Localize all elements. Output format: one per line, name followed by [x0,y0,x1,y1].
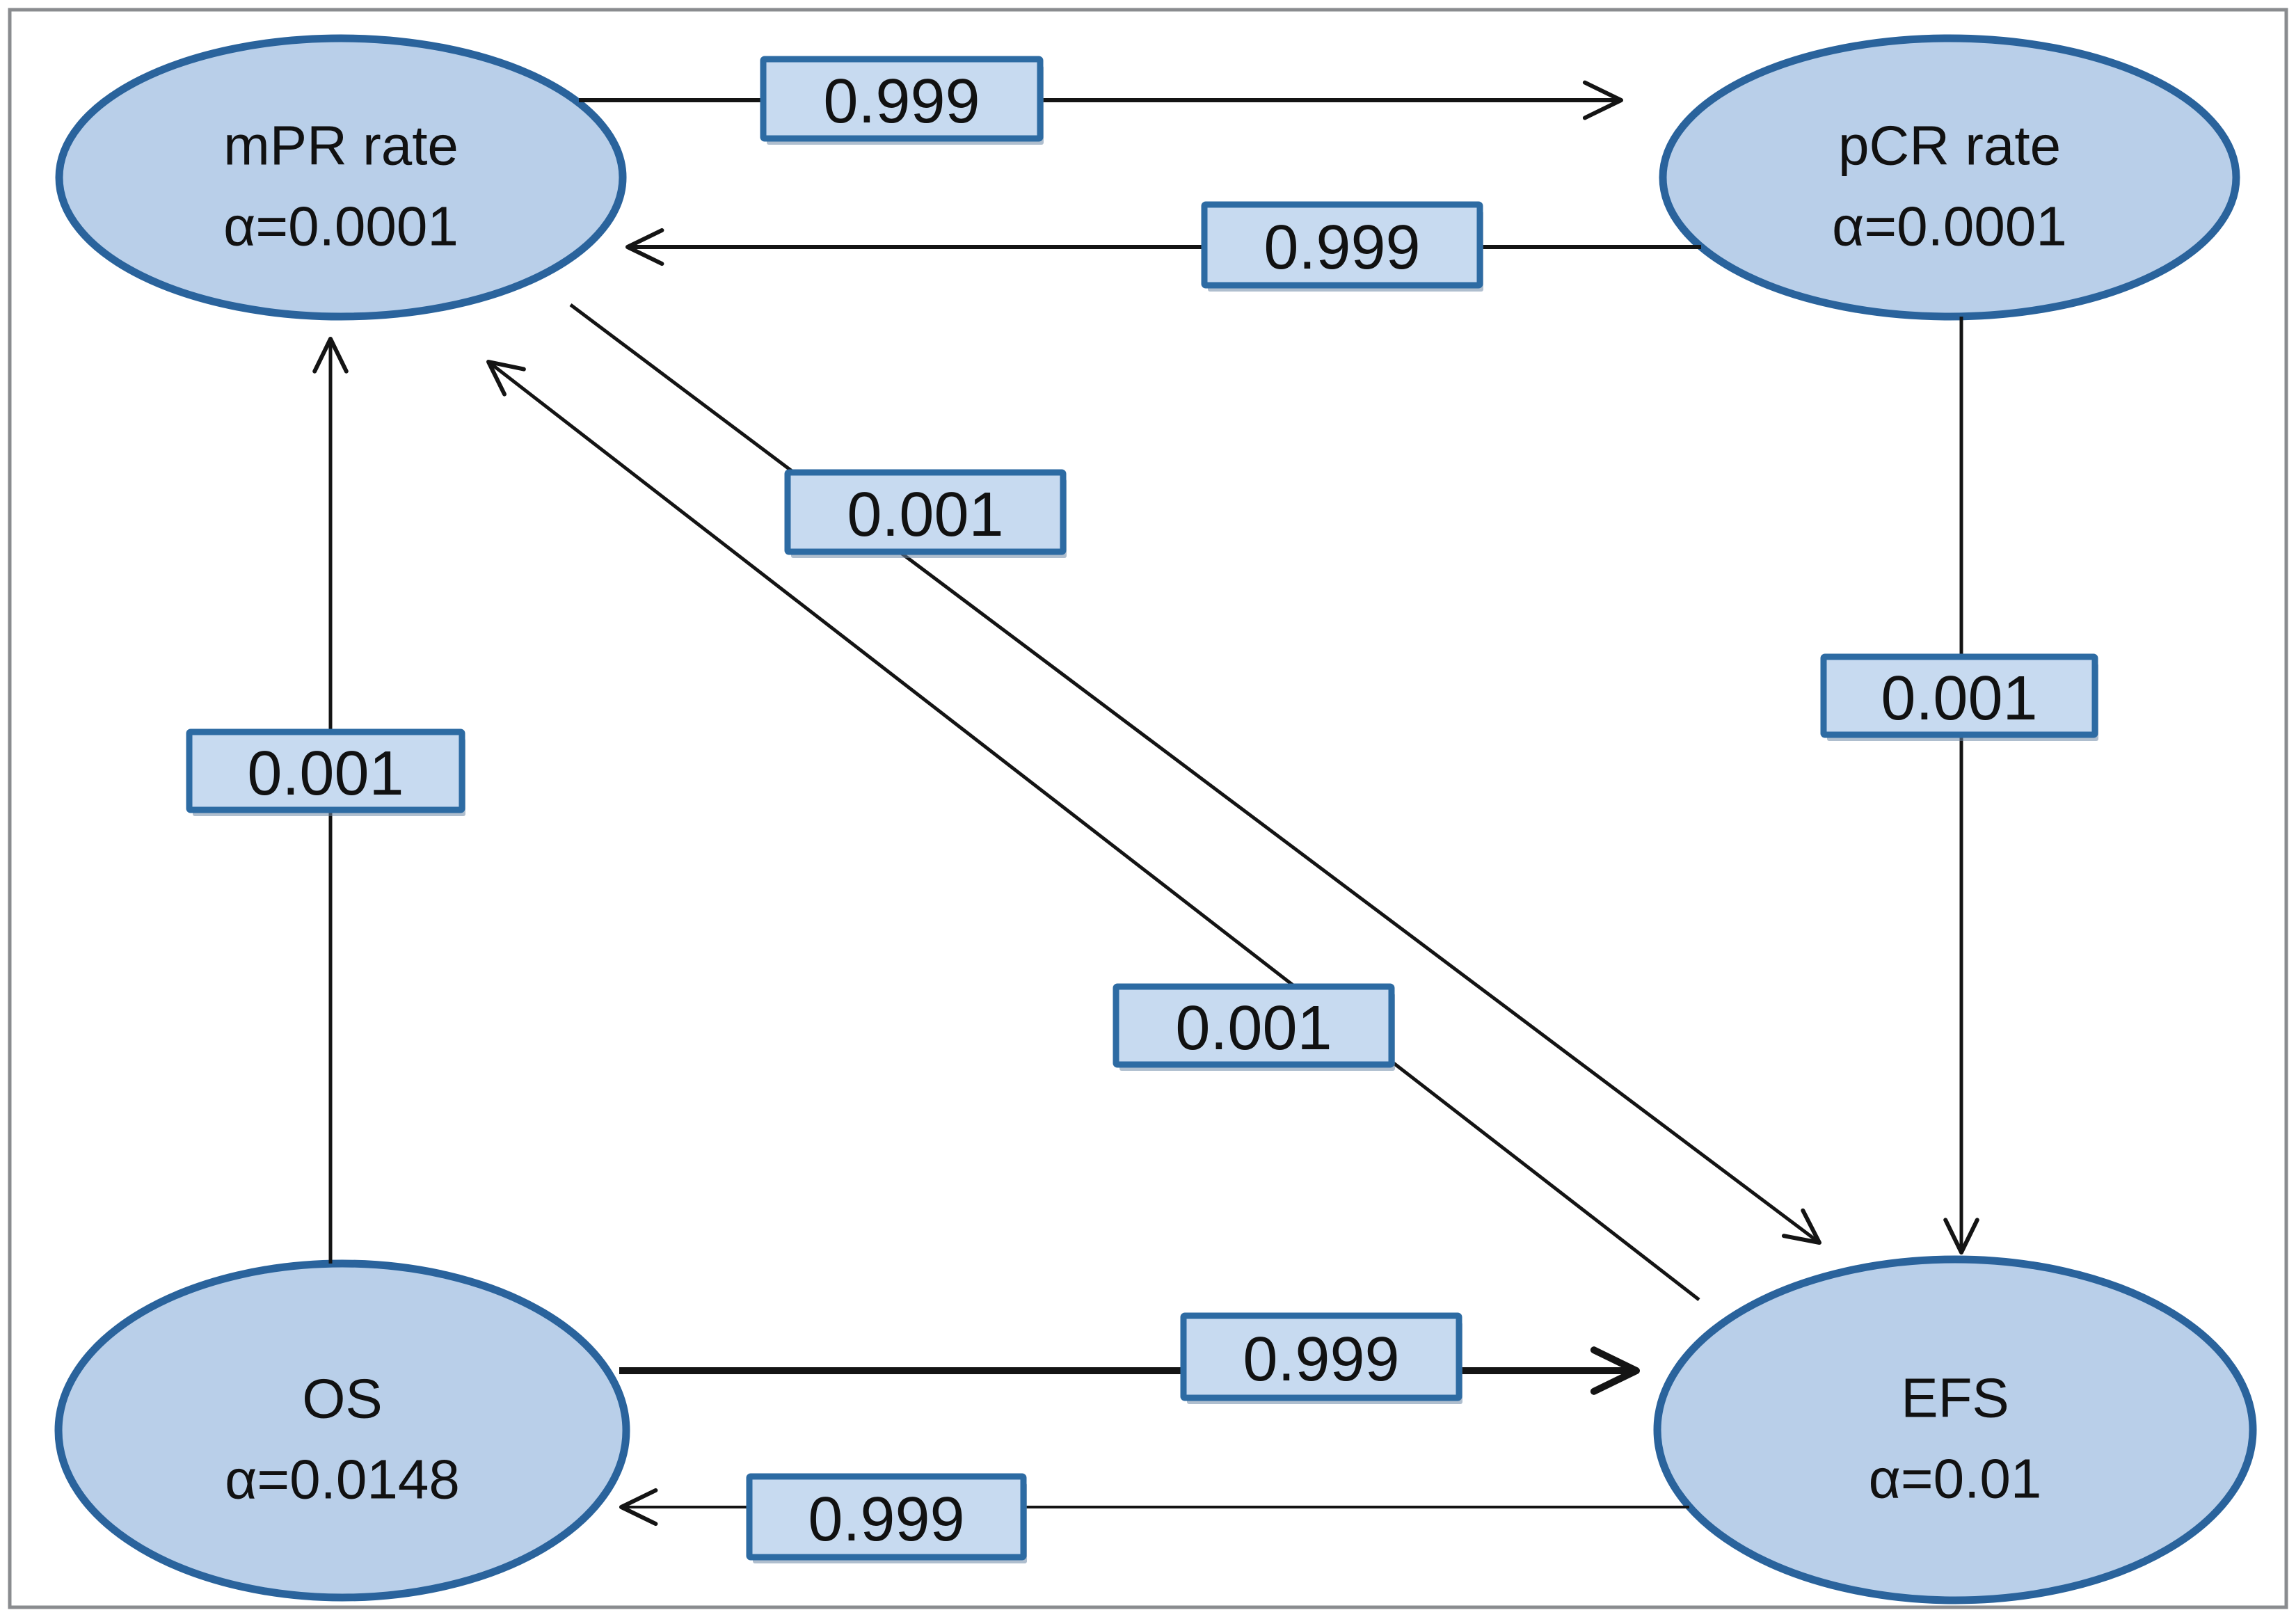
node-ellipse-efs [1653,1255,2257,1604]
node-mpr: mPR rate α=0.0001 [55,34,627,321]
edge-label-efs-to-os: 0.999 [746,1473,1027,1563]
edge-pcr-to-mpr [625,228,1701,266]
label-box-os-to-mpr [186,728,465,813]
edge-mpr-to-pcr [579,80,1623,120]
arrowhead-icon-pcr-to-efs [1943,1218,1979,1254]
label-box-efs-to-os [746,1473,1027,1561]
label-text-efs-to-mpr: 0.001 [1175,994,1332,1063]
edge-label-efs-to-mpr: 0.001 [1113,983,1395,1071]
label-text-pcr-to-efs: 0.001 [1881,664,2037,733]
edge-mpr-to-efs [569,303,1821,1245]
node-pcr: pCR rate α=0.0001 [1659,34,2240,321]
arrowhead-icon-efs-to-mpr [486,360,526,397]
edge-label-os-to-mpr: 0.001 [186,728,465,816]
node-title-efs: EFS [1901,1367,2009,1429]
edge-label-os-to-efs: 0.999 [1180,1312,1462,1404]
arrowhead-icon-pcr-to-mpr [625,228,664,266]
node-alpha-pcr: α=0.0001 [1832,196,2067,257]
node-efs: EFS α=0.01 [1653,1255,2257,1604]
label-box-os-to-efs [1180,1312,1462,1401]
label-text-pcr-to-mpr: 0.999 [1263,213,1420,282]
label-text-efs-to-os: 0.999 [808,1485,964,1554]
node-title-mpr: mPR rate [223,115,459,177]
node-alpha-efs: α=0.01 [1869,1448,2042,1510]
edge-line-efs-to-mpr [487,360,1700,1301]
edge-line-mpr-to-efs [569,303,1821,1244]
node-ellipse-os [54,1259,630,1602]
label-text-mpr-to-pcr: 0.999 [823,67,980,136]
label-box-mpr-to-pcr [760,56,1044,142]
label-text-mpr-to-efs: 0.001 [847,480,1003,550]
label-box-pcr-to-mpr [1201,201,1483,289]
label-box-efs-to-mpr [1113,983,1395,1068]
edge-label-mpr-to-efs: 0.001 [784,469,1067,558]
arrowhead-icon-mpr-to-pcr [1582,80,1623,120]
edge-label-mpr-to-pcr: 0.999 [760,56,1044,145]
label-text-os-to-efs: 0.999 [1243,1325,1399,1394]
edge-os-to-efs [619,1346,1640,1395]
node-os: OS α=0.0148 [54,1259,630,1602]
arrowhead-icon-efs-to-os [619,1488,658,1527]
arrowhead-icon-mpr-to-efs [1781,1208,1821,1245]
label-box-mpr-to-efs [784,469,1067,555]
edge-label-pcr-to-mpr: 0.999 [1201,201,1483,292]
node-ellipse-mpr [55,34,627,321]
node-ellipse-pcr [1659,34,2240,321]
node-alpha-mpr: α=0.0001 [223,196,459,257]
arrowhead-icon-os-to-mpr [312,337,349,374]
label-text-os-to-mpr: 0.001 [247,739,404,808]
node-title-os: OS [302,1368,383,1430]
edge-efs-to-mpr [486,360,1700,1301]
label-box-pcr-to-efs [1820,653,2098,738]
node-alpha-os: α=0.0148 [225,1449,460,1511]
arrowhead-icon-os-to-efs [1590,1346,1640,1395]
edge-pcr-to-efs [1943,317,1979,1254]
edge-label-pcr-to-efs: 0.001 [1820,653,2098,741]
node-title-pcr: pCR rate [1838,115,2061,177]
